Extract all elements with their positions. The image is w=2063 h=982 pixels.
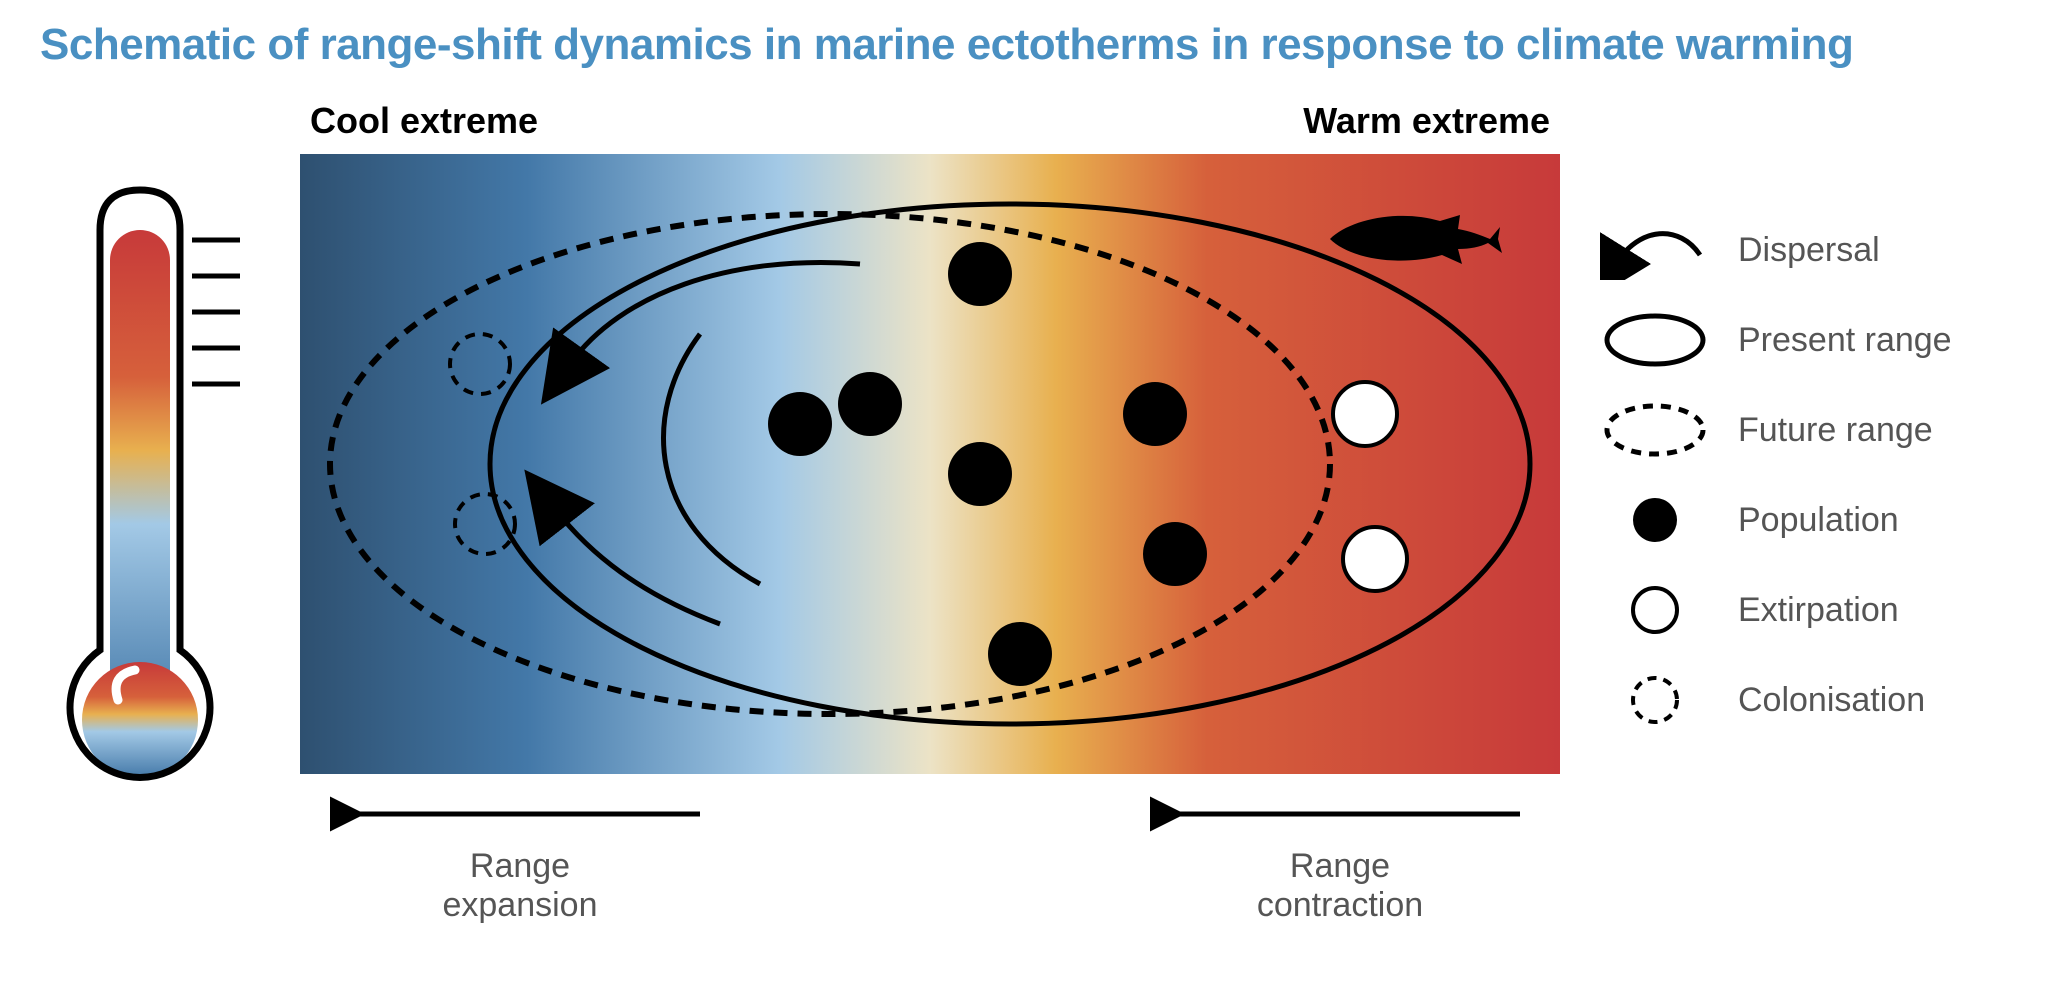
left-arrow-icon xyxy=(330,794,710,834)
page-title: Schematic of range-shift dynamics in mar… xyxy=(40,20,2023,70)
legend-item-population: Population xyxy=(1600,490,2000,550)
future-icon xyxy=(1600,400,1710,460)
legend-label: Extirpation xyxy=(1738,591,1899,630)
population-circle xyxy=(838,372,902,436)
thermometer xyxy=(40,100,260,810)
extirpation-circle xyxy=(1343,527,1407,591)
population-circle xyxy=(988,622,1052,686)
range-contraction-group: Rangecontraction xyxy=(1150,794,1530,925)
legend: Dispersal Present range Future range Popula… xyxy=(1600,100,2000,760)
extremes-row: Cool extreme Warm extreme xyxy=(300,100,1560,142)
range-expansion-group: Rangeexpansion xyxy=(330,794,710,925)
range-contraction-label: Rangecontraction xyxy=(1150,847,1530,925)
legend-label: Future range xyxy=(1738,411,1933,450)
colonisation-icon xyxy=(1600,670,1710,730)
range-expansion-label: Rangeexpansion xyxy=(330,847,710,925)
extirpation-icon xyxy=(1600,580,1710,640)
legend-item-colonisation: Colonisation xyxy=(1600,670,2000,730)
legend-label: Population xyxy=(1738,501,1899,540)
legend-item-dispersal: Dispersal xyxy=(1600,220,2000,280)
legend-label: Dispersal xyxy=(1738,231,1880,270)
warm-extreme-label: Warm extreme xyxy=(1303,100,1550,142)
dispersal-icon xyxy=(1600,220,1710,280)
legend-label: Present range xyxy=(1738,321,1952,360)
main-row: Cool extreme Warm extreme Rangeexpansion… xyxy=(40,100,2023,925)
legend-item-extirpation: Extirpation xyxy=(1600,580,2000,640)
legend-label: Colonisation xyxy=(1738,681,1925,720)
population-circle xyxy=(1143,522,1207,586)
population-circle xyxy=(1123,382,1187,446)
population-circle xyxy=(948,242,1012,306)
diagram-column: Cool extreme Warm extreme Rangeexpansion… xyxy=(300,100,1560,925)
population-circle xyxy=(768,392,832,456)
legend-item-present: Present range xyxy=(1600,310,2000,370)
right-arrow-icon xyxy=(1150,794,1530,834)
population-icon xyxy=(1600,490,1710,550)
cool-extreme-label: Cool extreme xyxy=(310,100,538,142)
population-circle xyxy=(948,442,1012,506)
gradient-panel xyxy=(300,154,1560,774)
present-icon xyxy=(1600,310,1710,370)
bottom-arrows-row: Rangeexpansion Rangecontraction xyxy=(300,794,1560,925)
legend-item-future: Future range xyxy=(1600,400,2000,460)
extirpation-circle xyxy=(1333,382,1397,446)
